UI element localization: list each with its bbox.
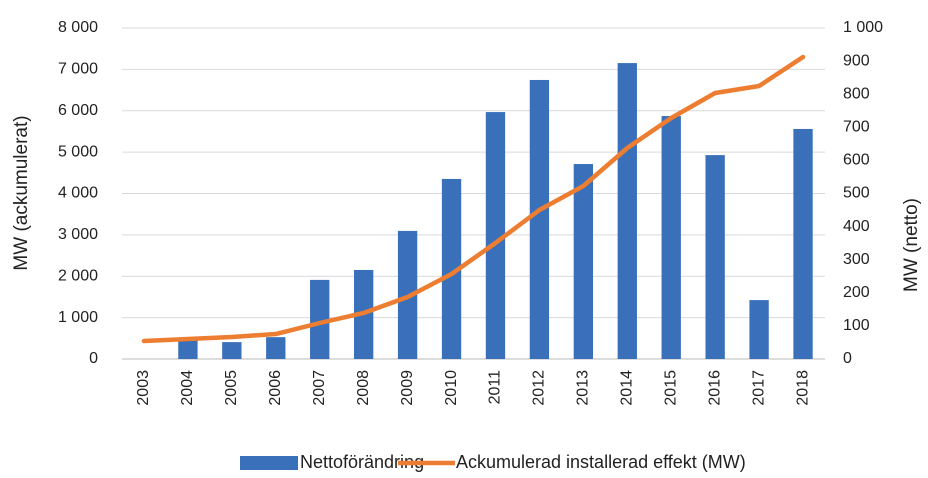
y-tick-label: 4 000 xyxy=(58,185,98,202)
bar xyxy=(705,155,725,359)
bar xyxy=(749,300,769,359)
y2-tick-label: 700 xyxy=(843,119,870,136)
y2-tick-label: 500 xyxy=(843,185,870,202)
bar xyxy=(310,279,330,359)
bar xyxy=(573,164,594,359)
bar xyxy=(222,342,242,359)
y-tick-label: 0 xyxy=(89,350,98,367)
bar xyxy=(441,178,462,359)
y2-axis-title: MW (netto) xyxy=(901,198,922,292)
y2-tick-label: 0 xyxy=(843,350,852,367)
bar xyxy=(529,79,550,359)
x-tick-label: 2005 xyxy=(223,370,240,406)
x-tick-label: 2011 xyxy=(487,370,504,405)
y-tick-label: 6 000 xyxy=(58,102,98,119)
x-tick-label: 2004 xyxy=(179,370,196,406)
x-tick-label: 2014 xyxy=(619,370,636,406)
y-tick-label: 3 000 xyxy=(58,226,98,243)
y2-tick-label: 900 xyxy=(843,52,870,69)
y2-tick-label: 400 xyxy=(843,218,870,235)
y2-tick-label: 100 xyxy=(843,317,870,334)
x-tick-label: 2016 xyxy=(706,370,723,406)
bar xyxy=(266,337,286,359)
x-tick-label: 2003 xyxy=(135,370,152,406)
y-axis-title: MW (ackumulerat) xyxy=(11,115,32,270)
x-tick-label: 2006 xyxy=(267,370,284,406)
y-tick-label: 5 000 xyxy=(58,143,98,160)
x-tick-label: 2012 xyxy=(531,370,548,406)
x-tick-label: 2017 xyxy=(750,370,767,406)
y2-tick-label: 600 xyxy=(843,152,870,169)
y2-tick-label: 300 xyxy=(843,251,870,268)
y2-tick-label: 200 xyxy=(843,284,870,301)
x-tick-label: 2007 xyxy=(311,370,328,406)
x-tick-label: 2010 xyxy=(443,370,460,406)
x-tick-label: 2018 xyxy=(794,370,811,406)
x-tick-label: 2015 xyxy=(662,370,679,406)
y2-tick-label: 800 xyxy=(843,85,870,102)
bar xyxy=(178,339,198,359)
y2-tick-label: 1 000 xyxy=(843,19,883,36)
bar xyxy=(617,63,637,359)
bar xyxy=(485,112,506,359)
bar xyxy=(661,116,681,360)
legend-swatch xyxy=(240,456,298,470)
legend-label: Nettoförändring xyxy=(300,452,424,472)
bar xyxy=(793,128,813,359)
y-tick-label: 7 000 xyxy=(58,61,98,78)
x-tick-label: 2013 xyxy=(575,370,592,406)
y-tick-label: 8 000 xyxy=(58,19,98,36)
x-tick-label: 2008 xyxy=(355,370,372,406)
line xyxy=(141,54,806,344)
y-tick-label: 1 000 xyxy=(58,309,98,326)
y-tick-label: 2 000 xyxy=(58,267,98,284)
x-tick-label: 2009 xyxy=(399,370,416,406)
legend-label: Ackumulerad installerad effekt (MW) xyxy=(456,452,746,472)
